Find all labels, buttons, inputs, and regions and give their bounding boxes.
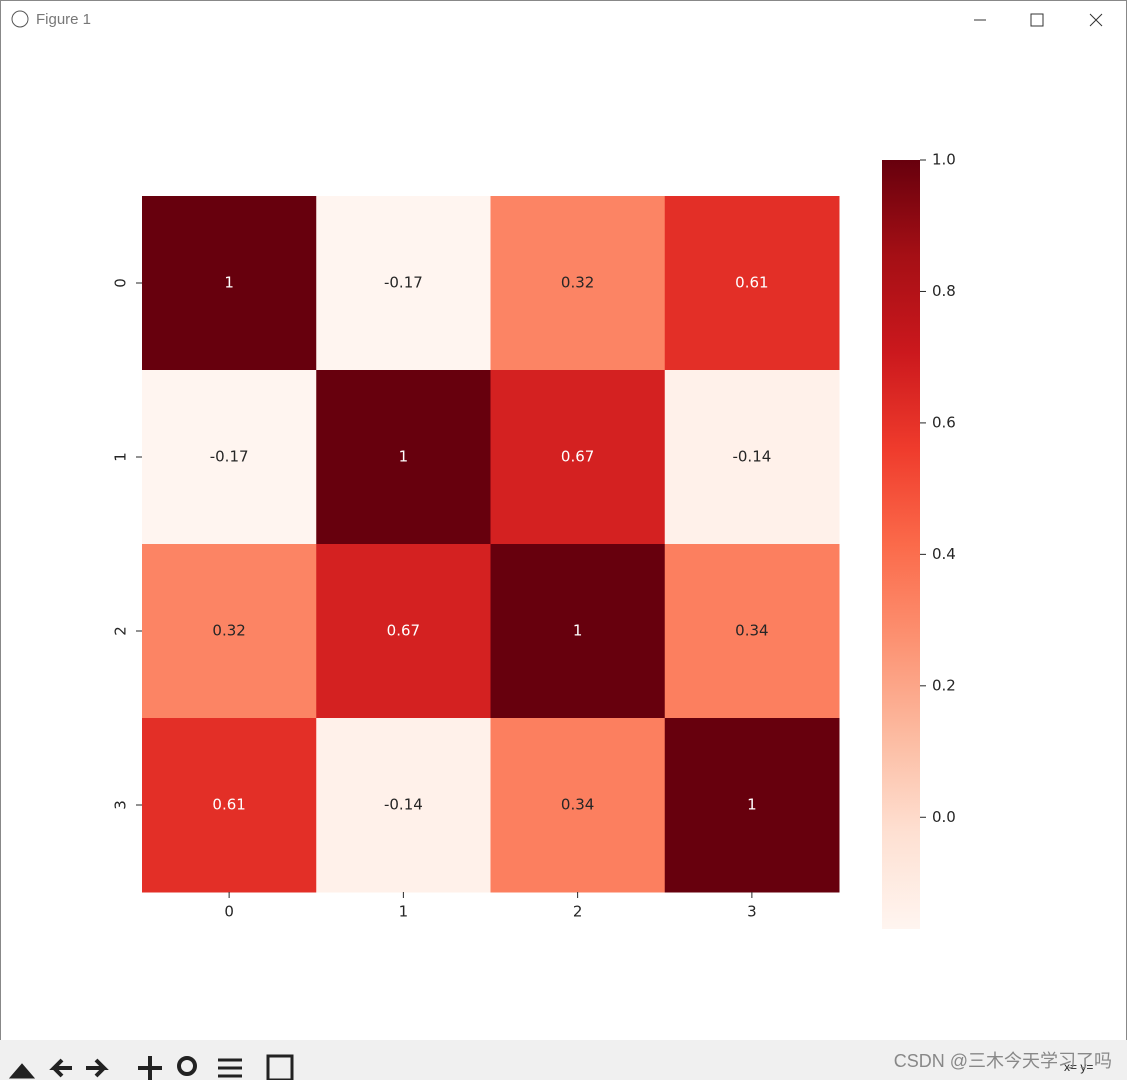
x-tick-label: 2 <box>573 903 583 921</box>
cell-label: 1 <box>399 448 409 466</box>
cell-label: -0.14 <box>384 796 423 814</box>
forward-button[interactable] <box>86 1058 109 1078</box>
configure-button[interactable] <box>218 1058 242 1078</box>
cell-label: 0.67 <box>561 448 594 466</box>
colorbar <box>882 160 920 929</box>
home-button[interactable] <box>8 1063 36 1079</box>
cell-label: 0.67 <box>387 622 420 640</box>
status-text: x= y= <box>1064 1060 1093 1074</box>
colorbar-tick-label: 0.4 <box>932 545 956 563</box>
colorbar-tick-label: 0.0 <box>932 808 956 826</box>
window-title: Figure 1 <box>36 11 91 28</box>
heatmap-cell <box>664 544 840 719</box>
x-tick-label: 3 <box>747 903 757 921</box>
cell-label: 0.34 <box>561 796 594 814</box>
cell-label: 0.61 <box>735 274 768 292</box>
heatmap-cell <box>490 370 666 545</box>
cell-label: -0.14 <box>732 448 771 466</box>
cell-label: 1 <box>224 274 234 292</box>
y-tick-label: 1 <box>112 452 130 462</box>
heatmap-cell <box>142 544 317 719</box>
cell-label: 0.32 <box>561 274 594 292</box>
toolbar-icons <box>8 1054 294 1080</box>
heatmap-cell <box>490 196 666 371</box>
heatmap-cell <box>316 718 491 893</box>
y-tick-label: 2 <box>112 626 130 636</box>
back-button[interactable] <box>49 1058 72 1078</box>
colorbar-tick-label: 0.8 <box>932 282 956 300</box>
heatmap-cell <box>142 196 317 371</box>
heatmap-cell <box>664 370 840 545</box>
maximize-button[interactable] <box>1030 13 1044 27</box>
heatmap-cell <box>142 718 317 893</box>
cell-label: 1 <box>747 796 757 814</box>
colorbar-tick-label: 0.2 <box>932 676 956 694</box>
cell-label: -0.17 <box>210 448 249 466</box>
app-icon <box>11 10 29 28</box>
close-button[interactable] <box>1089 13 1103 27</box>
heatmap-cell <box>664 718 840 893</box>
y-tick-label: 0 <box>112 278 130 288</box>
colorbar-tick-label: 1.0 <box>932 151 956 169</box>
cell-label: 0.34 <box>735 622 768 640</box>
heatmap-cell <box>490 544 666 719</box>
cell-label: -0.17 <box>384 274 423 292</box>
cell-label: 0.32 <box>212 622 245 640</box>
pan-button[interactable] <box>138 1056 162 1080</box>
y-tick-label: 3 <box>112 800 130 810</box>
heatmap-cell <box>316 196 491 371</box>
cell-label: 0.61 <box>212 796 245 814</box>
heatmap-cell <box>664 196 840 371</box>
watermark: CSDN @三木今天学习了吗 <box>894 1051 1112 1071</box>
heatmap-cell <box>142 370 317 545</box>
x-tick-label: 0 <box>224 903 234 921</box>
save-button[interactable] <box>266 1054 294 1080</box>
zoom-button[interactable] <box>177 1056 197 1076</box>
heatmap-cell <box>490 718 666 893</box>
x-tick-label: 1 <box>399 903 409 921</box>
heatmap-cell <box>316 370 491 545</box>
heatmap-cell <box>316 544 491 719</box>
cell-label: 1 <box>573 622 583 640</box>
colorbar-tick-label: 0.6 <box>932 413 956 431</box>
